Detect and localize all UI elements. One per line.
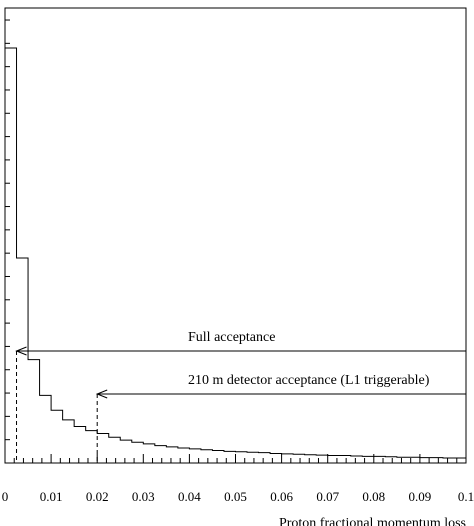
hist-bin — [166, 447, 178, 463]
hist-bin — [408, 457, 420, 463]
x-tick-label: 0 — [2, 489, 9, 504]
hist-bin — [259, 453, 271, 463]
hist-bin — [5, 48, 17, 463]
hist-bin — [86, 431, 98, 463]
hist-bin — [224, 451, 236, 463]
hist-bin — [201, 450, 213, 463]
hist-outline — [4, 47, 466, 463]
x-tick-label: 0.08 — [362, 489, 385, 504]
hist-bin — [443, 458, 455, 463]
hist-bin — [28, 360, 40, 463]
x-tick-label: 0.01 — [40, 489, 63, 504]
annotation-label: Full acceptance — [188, 330, 275, 345]
hist-bin — [40, 395, 52, 463]
hist-bin — [316, 455, 328, 463]
hist-bin — [339, 456, 351, 463]
hist-bin — [362, 456, 374, 463]
hist-bin — [397, 457, 409, 463]
hist-bin — [293, 454, 305, 463]
histogram-series — [4, 47, 466, 463]
hist-bin — [189, 449, 201, 463]
hist-bin — [236, 452, 248, 463]
x-tick-label: 0.07 — [316, 489, 339, 504]
hist-bin — [155, 446, 167, 463]
hist-bin — [385, 457, 397, 463]
hist-bin — [120, 440, 132, 463]
hist-bin — [212, 451, 224, 463]
annotation-label: 210 m detector acceptance (L1 triggerabl… — [188, 373, 430, 388]
x-axis-ticks: 0 0.01 0.02 0.03 0.04 0.05 0.06 0.07 0.08 0.09 0.1 — [2, 454, 474, 504]
x-tick-label: 0.06 — [270, 489, 293, 504]
plot-frame — [4, 7, 467, 464]
hist-bin — [17, 258, 29, 463]
x-tick-label: 0.09 — [409, 489, 432, 504]
annotations: Full acceptance 210 m detector acceptance… — [15, 330, 466, 463]
y-axis-ticks — [5, 19, 10, 441]
hist-bin — [63, 420, 75, 463]
hist-bin — [282, 454, 294, 463]
hist-bin — [374, 456, 386, 463]
x-tick-label: 0.1 — [458, 489, 474, 504]
x-tick-label: 0.03 — [132, 489, 155, 504]
hist-bin — [328, 456, 340, 463]
hist-bin — [97, 434, 109, 463]
hist-bin — [454, 458, 466, 463]
hist-bin — [431, 458, 443, 463]
hist-bin — [247, 452, 259, 463]
hist-bin — [351, 456, 363, 463]
x-tick-label: 0.02 — [86, 489, 109, 504]
plot-border — [4, 7, 467, 464]
hist-bin — [74, 426, 86, 463]
hist-bin — [109, 437, 121, 463]
hist-bin — [51, 410, 63, 463]
x-tick-label: 0.04 — [178, 489, 201, 504]
hist-bin — [143, 444, 155, 463]
hist-bin — [305, 455, 317, 463]
x-tick-label: 0.05 — [224, 489, 247, 504]
hist-bin — [132, 442, 144, 463]
x-axis-title: Proton fractional momentum loss — [279, 516, 466, 526]
hist-bin — [178, 448, 190, 463]
hist-bin — [420, 458, 432, 463]
hist-bin — [270, 453, 282, 463]
